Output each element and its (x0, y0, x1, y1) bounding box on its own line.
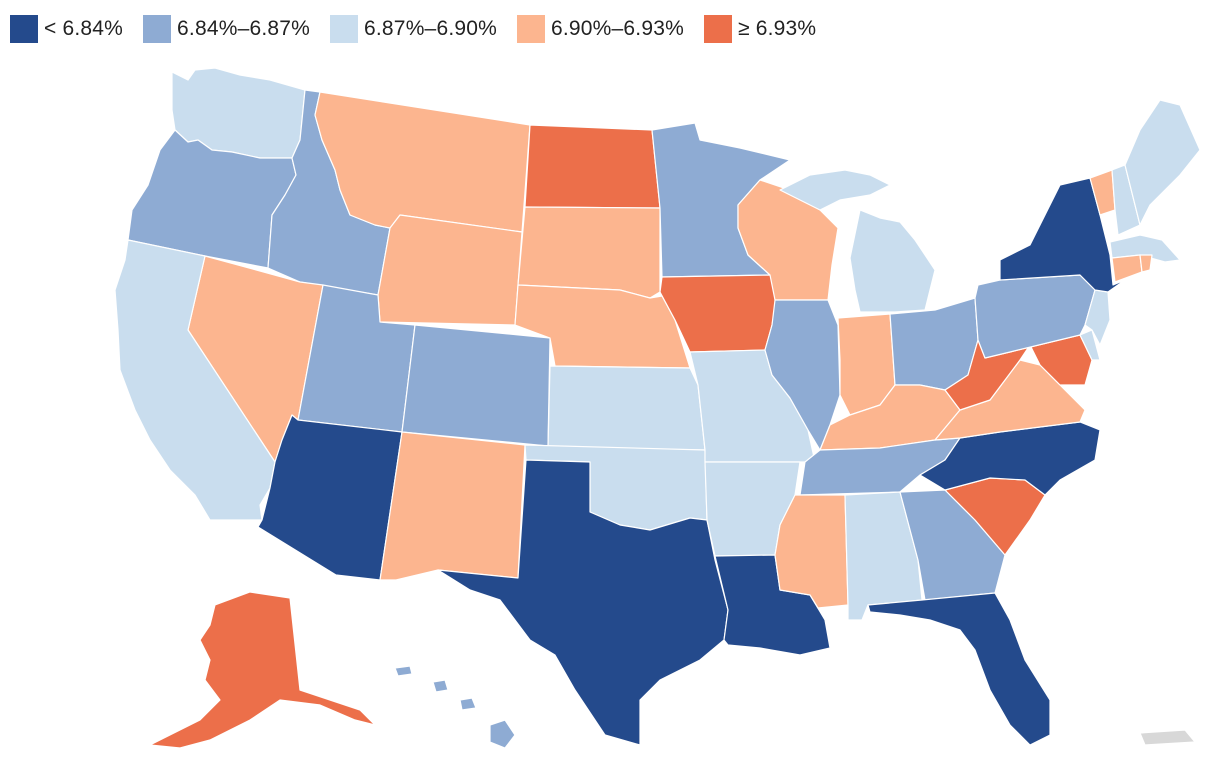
state-NY[interactable] (999, 177, 1126, 293)
state-NH[interactable] (1111, 164, 1141, 236)
state-FL[interactable] (867, 592, 1051, 746)
state-MI-upper[interactable] (779, 169, 891, 211)
state-ND[interactable] (524, 124, 661, 209)
legend-label-3: 6.87%–6.90% (364, 17, 497, 40)
state-KS[interactable] (547, 365, 706, 451)
state-NM[interactable] (379, 431, 526, 581)
state-WY[interactable] (377, 214, 523, 326)
state-DE[interactable] (1079, 329, 1101, 361)
legend-swatch-4 (516, 15, 545, 43)
state-RI[interactable] (1139, 254, 1153, 273)
legend-item-4: 6.90%–6.93% (516, 15, 684, 43)
state-NE[interactable] (514, 284, 691, 369)
state-MI[interactable] (849, 209, 936, 313)
legend-swatch-1 (10, 15, 38, 43)
legend-label-4: 6.90%–6.93% (550, 17, 684, 40)
legend-label-2: 6.84%–6.87% (177, 17, 311, 40)
legend: < 6.84% 6.84%–6.87% 6.87%–6.90% 6.90%–6.… (10, 14, 836, 44)
legend-swatch-2 (143, 15, 172, 43)
state-CA[interactable] (114, 239, 276, 521)
state-HI-islands[interactable] (394, 665, 477, 711)
legend-item-1: < 6.84% (10, 15, 123, 43)
legend-item-3: 6.87%–6.90% (330, 15, 497, 43)
state-IL[interactable] (764, 299, 841, 451)
legend-label-5: ≥ 6.93% (737, 17, 817, 40)
state-HI[interactable] (489, 719, 516, 749)
state-TX[interactable] (437, 459, 729, 746)
state-CT[interactable] (1111, 254, 1143, 283)
legend-swatch-5 (703, 15, 732, 43)
legend-swatch-3 (330, 15, 359, 43)
territory-PR[interactable] (1139, 729, 1196, 746)
state-CO[interactable] (401, 324, 551, 447)
state-MS[interactable] (774, 494, 849, 609)
legend-label-1: < 6.84% (44, 17, 124, 40)
state-MT[interactable] (314, 91, 531, 233)
legend-item-5: ≥ 6.93% (703, 15, 817, 43)
state-AK[interactable] (149, 591, 376, 749)
state-ME[interactable] (1124, 99, 1201, 226)
state-SD[interactable] (517, 206, 661, 299)
legend-item-2: 6.84%–6.87% (143, 15, 310, 43)
